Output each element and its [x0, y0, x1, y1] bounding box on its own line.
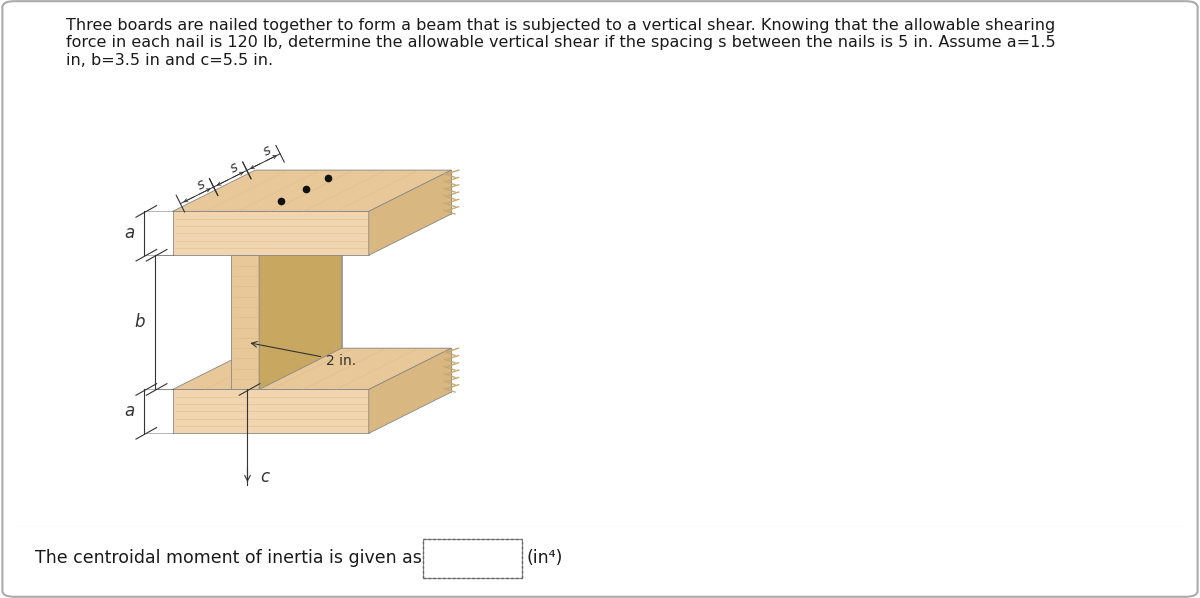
Polygon shape	[173, 348, 451, 389]
Text: Three boards are nailed together to form a beam that is subjected to a vertical : Three boards are nailed together to form…	[66, 18, 1056, 68]
Polygon shape	[230, 255, 259, 389]
Polygon shape	[173, 389, 368, 434]
Text: s: s	[262, 144, 274, 159]
Text: a: a	[125, 224, 134, 242]
Polygon shape	[368, 170, 451, 255]
Text: 2 in.: 2 in.	[252, 341, 356, 368]
Text: s: s	[194, 176, 208, 193]
Polygon shape	[368, 348, 451, 434]
Polygon shape	[230, 214, 342, 255]
Text: s: s	[228, 160, 241, 176]
Text: The centroidal moment of inertia is given as: The centroidal moment of inertia is give…	[36, 549, 422, 567]
Text: (in⁴): (in⁴)	[527, 549, 563, 567]
Polygon shape	[259, 214, 342, 389]
Text: b: b	[134, 313, 145, 331]
Polygon shape	[173, 211, 368, 255]
FancyBboxPatch shape	[424, 539, 522, 578]
Polygon shape	[173, 170, 451, 211]
Text: c: c	[260, 468, 270, 486]
Text: a: a	[125, 402, 134, 420]
